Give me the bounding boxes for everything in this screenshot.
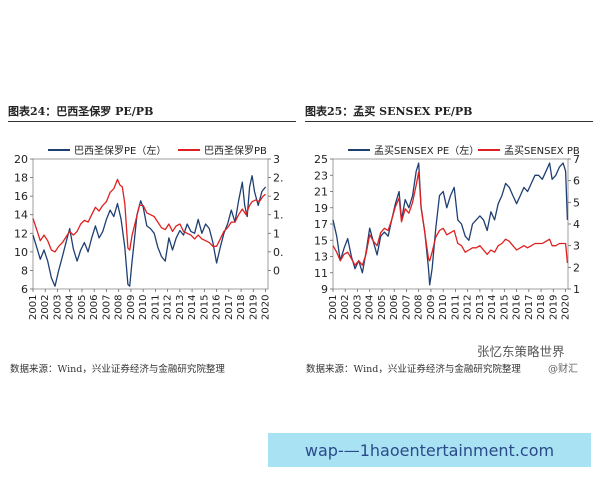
x-axis-tick-label: 2012 [463, 295, 474, 320]
right-axis-tick-label: 3 [273, 153, 280, 166]
x-axis-tick-label: 2011 [150, 295, 161, 320]
left-chart: 6 8 10 12 14 16 18 20 0 0. 1 1. 2 2. 3 2001 2002 2003 2004… [14, 144, 284, 320]
right-axis-tick-label: 1 [273, 227, 280, 240]
x-axis-tick-label: 2002 [340, 295, 351, 320]
right-chart-title: 图表25：孟买 SENSEX PE/PB [305, 105, 473, 118]
legend-label: 孟买SENSEX PE（左） [374, 144, 479, 157]
x-axis-tick-label: 2003 [352, 295, 363, 320]
x-axis-tick-label: 2010 [138, 295, 149, 320]
x-axis-tick-label: 2001 [328, 295, 339, 320]
left-axis-tick-label: 20 [14, 153, 28, 166]
left-axis-tick-label: 17 [314, 218, 328, 231]
left-axis-tick-label: 6 [21, 283, 28, 296]
x-axis-tick-label: 2018 [536, 295, 547, 320]
series-line-pe [32, 175, 267, 287]
x-axis-tick-label: 2005 [377, 295, 388, 320]
x-axis-tick-label: 2018 [236, 295, 247, 320]
x-axis-tick-label: 2014 [187, 295, 198, 320]
x-axis-tick-label: 2017 [224, 295, 235, 320]
url-banner[interactable]: wap-—1haoentertainment.com [268, 433, 591, 467]
watermark-sub: @财汇 [548, 364, 578, 375]
legend-label: 巴西圣保罗PB [204, 144, 267, 157]
left-axis-tick-label: 18 [14, 172, 28, 185]
x-axis-tick-label: 2009 [426, 295, 437, 320]
right-axis-tick-label: 5 [573, 196, 580, 209]
left-title-rule [8, 121, 296, 122]
legend-label: 孟买SENSEX PB [504, 145, 580, 157]
left-axis-tick-label: 21 [314, 186, 328, 199]
x-axis-tick-label: 2013 [475, 295, 486, 320]
left-axis-tick-label: 16 [14, 190, 28, 203]
x-axis-tick-label: 2004 [365, 295, 376, 320]
x-axis-tick-label: 2007 [401, 295, 412, 320]
right-axis-tick-label: 2. [273, 172, 284, 185]
series-line-pe [332, 162, 569, 286]
left-axis-tick-label: 12 [14, 227, 28, 240]
left-axis-tick-label: 8 [21, 264, 28, 277]
left-axis-tick-label: 25 [314, 153, 328, 166]
x-axis-tick-label: 2004 [65, 295, 76, 320]
right-axis-tick-label: 2 [273, 190, 280, 203]
left-axis-tick-label: 13 [314, 251, 328, 264]
x-axis-tick-label: 2006 [389, 295, 400, 320]
right-source-note: 数据来源：Wind，兴业证券经济与金融研究院整理 [306, 364, 521, 375]
watermark-text: 张忆东策略世界 [477, 344, 565, 359]
left-axis-tick-label: 10 [14, 246, 28, 259]
x-axis-tick-label: 2015 [199, 295, 210, 320]
plot-frame [332, 158, 569, 290]
x-axis-tick-label: 2019 [248, 295, 259, 320]
right-axis-tick-label: 6 [573, 175, 580, 188]
x-axis-tick-label: 2016 [212, 295, 223, 320]
left-axis-tick-label: 23 [314, 169, 328, 182]
left-axis-tick-label: 14 [14, 209, 28, 222]
x-axis-tick-label: 2010 [438, 295, 449, 320]
x-axis-tick-label: 2007 [101, 295, 112, 320]
left-axis-tick-label: 15 [314, 234, 328, 247]
x-axis-tick-label: 2016 [512, 295, 523, 320]
x-axis-tick-label: 2017 [524, 295, 535, 320]
x-axis-tick-label: 2011 [450, 295, 461, 320]
x-axis-tick-label: 2003 [52, 295, 63, 320]
right-axis-tick-label: 1 [573, 283, 580, 296]
x-axis-tick-label: 2014 [487, 295, 498, 320]
right-axis-tick-label: 4 [573, 218, 580, 231]
left-axis-tick-label: 19 [314, 202, 328, 215]
x-axis-tick-label: 2009 [126, 295, 137, 320]
right-axis-tick-label: 0 [273, 264, 280, 277]
x-axis-tick-label: 2002 [40, 295, 51, 320]
x-axis-tick-label: 2008 [414, 295, 425, 320]
left-axis-tick-label: 9 [321, 283, 328, 296]
left-axis-tick-label: 11 [314, 267, 328, 280]
series-line-pb [332, 171, 569, 266]
right-axis-tick-label: 0. [273, 246, 284, 259]
x-axis-tick-label: 2015 [499, 295, 510, 320]
legend-label: 巴西圣保罗PE（左） [74, 144, 166, 157]
left-chart-title: 图表24：巴西圣保罗 PE/PB [8, 105, 154, 118]
right-axis-tick-label: 7 [573, 153, 580, 166]
x-axis-tick-label: 2001 [28, 295, 39, 320]
plot-frame [32, 158, 269, 290]
x-axis-tick-label: 2020 [561, 295, 572, 320]
x-axis-tick-label: 2012 [163, 295, 174, 320]
right-title-rule [305, 121, 593, 122]
right-axis-tick-label: 2 [573, 261, 580, 274]
x-axis-tick-label: 2020 [261, 295, 272, 320]
right-axis-tick-label: 1. [273, 209, 284, 222]
x-axis-tick-label: 2005 [77, 295, 88, 320]
x-axis-tick-label: 2008 [114, 295, 125, 320]
series-line-pb [32, 178, 266, 253]
right-axis-tick-label: 3 [573, 240, 580, 253]
x-axis-tick-label: 2019 [548, 295, 559, 320]
x-axis-tick-label: 2013 [175, 295, 186, 320]
left-source-note: 数据来源：Wind，兴业证券经济与金融研究院整理 [10, 364, 225, 375]
x-axis-tick-label: 2006 [89, 295, 100, 320]
